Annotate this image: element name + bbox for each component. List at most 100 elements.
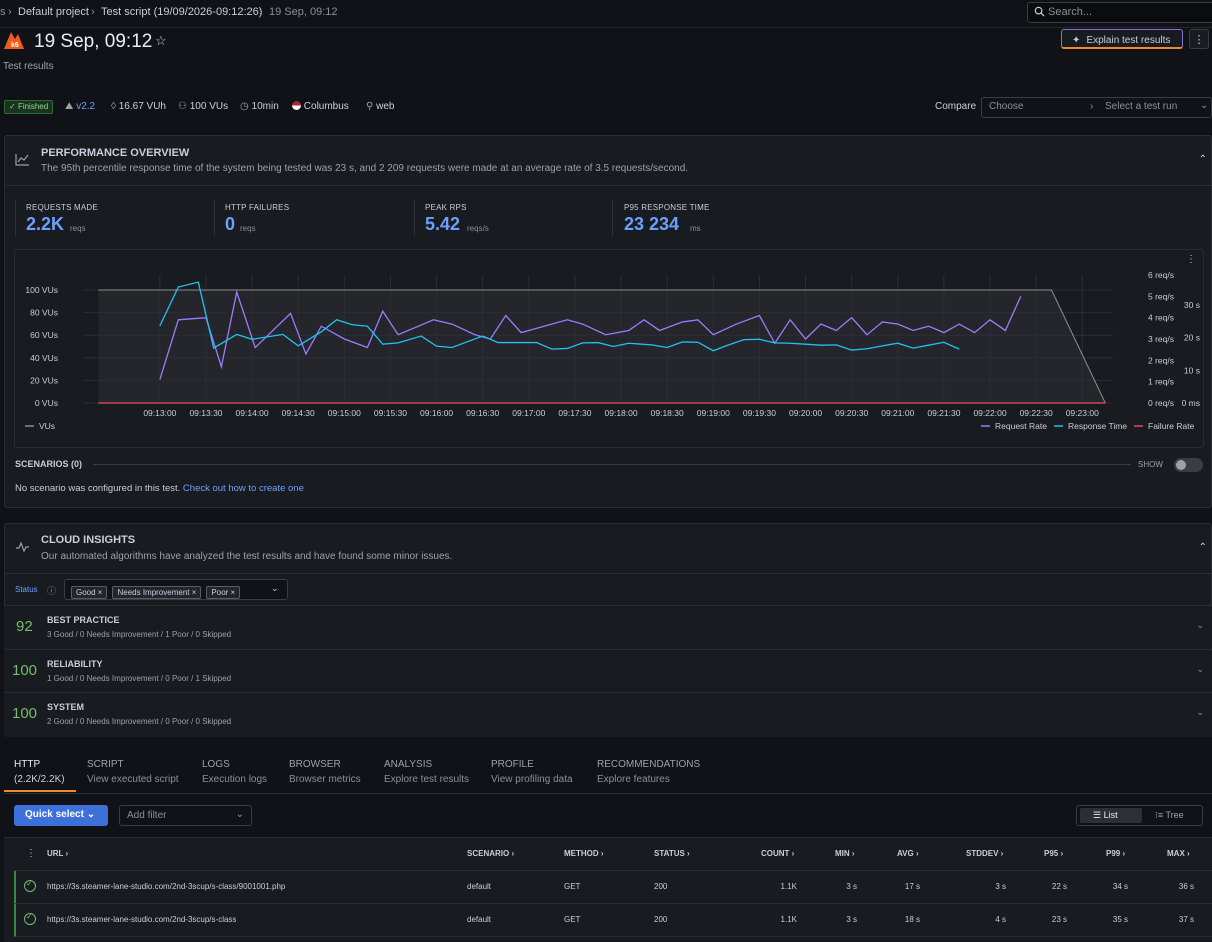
y-left-tick-label: 60 VUs — [30, 330, 58, 340]
breadcrumb-root[interactable]: s — [0, 6, 6, 18]
vuh-item: ◊ 16.67 VUh — [111, 101, 166, 112]
filter-tag-good[interactable]: Good × — [71, 586, 108, 599]
insight-category-system[interactable]: 100 SYSTEM 2 Good / 0 Needs Improvement … — [4, 692, 1212, 737]
version-item[interactable]: ⛰ v2.2 — [65, 101, 95, 112]
compare-choose-placeholder: Choose — [989, 101, 1024, 112]
table-row[interactable] — [14, 904, 1212, 937]
star-icon[interactable]: ☆ — [155, 33, 167, 48]
column-header-url[interactable]: URL › — [47, 849, 69, 858]
table-row[interactable] — [14, 871, 1212, 904]
scenarios-toggle[interactable] — [1174, 458, 1203, 472]
cell-min: 3 s — [846, 882, 857, 891]
tab-analysis-title[interactable]: ANALYSIS — [384, 759, 433, 770]
x-tick-label: 09:13:30 — [189, 408, 222, 418]
column-header-status[interactable]: STATUS › — [654, 849, 690, 858]
compare-label: Compare — [935, 101, 977, 112]
search-icon — [1034, 6, 1045, 17]
chart-menu-icon[interactable]: ⋮ — [1186, 254, 1196, 265]
y-rps-tick-label: 6 req/s — [1148, 270, 1174, 280]
tab-script-title[interactable]: SCRIPT — [87, 759, 124, 770]
status-filter-select[interactable]: Good × Needs Improvement × Poor × ⌄ — [64, 579, 288, 600]
stat-requests-value: 2.2K — [26, 214, 65, 234]
tab-recommendations-title[interactable]: RECOMMENDATIONS — [597, 759, 701, 770]
tab-http-title[interactable]: HTTP — [14, 759, 41, 770]
cell-status: 200 — [654, 882, 668, 891]
vuh-label: 16.67 VUh — [118, 101, 166, 112]
more-vertical-icon: ⋮ — [1193, 34, 1205, 46]
cell-count: 1.1K — [780, 882, 797, 891]
duration-label: 10min — [251, 101, 279, 112]
info-icon[interactable]: ⓘ — [47, 586, 57, 596]
filter-tag-needs-improvement[interactable]: Needs Improvement × — [112, 586, 202, 599]
cell-stddev: 4 s — [995, 915, 1006, 924]
y-rt-tick-label: 0 ms — [1182, 398, 1200, 408]
line-chart-icon — [15, 154, 29, 166]
insight-category-best-practice[interactable]: 92 BEST PRACTICE 3 Good / 0 Needs Improv… — [4, 605, 1212, 648]
x-tick-label: 09:21:00 — [881, 408, 914, 418]
header-label: P99 — [1106, 849, 1121, 858]
legend-label-vus: VUs — [39, 421, 55, 431]
column-header-max[interactable]: MAX › — [1167, 849, 1190, 858]
column-header-count[interactable]: COUNT › — [761, 849, 795, 858]
quick-select-button[interactable]: Quick select ⌄ — [14, 805, 108, 826]
cell-scenario: default — [467, 915, 492, 924]
column-header-scenario[interactable]: SCENARIO › — [467, 849, 515, 858]
category-summary: 3 Good / 0 Needs Improvement / 1 Poor / … — [47, 630, 232, 639]
user-icon: ⚲ — [366, 101, 377, 112]
y-rps-tick-label: 5 req/s — [1148, 291, 1174, 301]
compare-select[interactable]: Choose › Select a test run ⌄ — [981, 97, 1212, 118]
scenarios-help-link[interactable]: Check out how to create one — [182, 483, 304, 494]
users-icon: ⚇ — [178, 101, 190, 112]
view-tree-button[interactable]: ⁝≡ Tree — [1155, 810, 1184, 821]
duration-item: ◷ 10min — [240, 101, 279, 112]
tabs-divider — [4, 793, 1212, 794]
us-flag-icon — [292, 101, 301, 110]
column-header-p95[interactable]: P95 › — [1044, 849, 1064, 858]
column-header-p99[interactable]: P99 › — [1106, 849, 1126, 858]
category-title: SYSTEM — [47, 702, 85, 712]
x-tick-label: 09:18:00 — [605, 408, 638, 418]
tab-logs-sub[interactable]: Execution logs — [202, 774, 268, 785]
tab-recommendations-sub[interactable]: Explore features — [597, 774, 670, 785]
legend-label: Response Time — [1068, 421, 1127, 431]
more-menu-button[interactable]: ⋮ — [1189, 29, 1209, 49]
tab-script-sub[interactable]: View executed script — [87, 774, 179, 785]
collapse-chevron-up-icon[interactable]: ⌃ — [1198, 542, 1207, 553]
column-header-avg[interactable]: AVG › — [897, 849, 919, 858]
cell-url[interactable]: https://3s.steamer-lane-studio.com/2nd-3… — [47, 882, 286, 891]
add-filter-input[interactable]: Add filter ⌄ — [119, 805, 252, 826]
header-label: URL — [47, 849, 64, 858]
tab-analysis-sub[interactable]: Explore test results — [384, 774, 470, 785]
y-rt-tick-label: 10 s — [1184, 365, 1200, 375]
x-tick-label: 09:15:00 — [328, 408, 361, 418]
stat-requests-unit: reqs — [70, 224, 86, 233]
explain-results-button[interactable]: ✦ Explain test results — [1061, 29, 1183, 49]
collapse-chevron-up-icon[interactable]: ⌃ — [1198, 154, 1207, 165]
column-header-stddev[interactable]: STDDEV › — [966, 849, 1004, 858]
legend-label: Failure Rate — [1148, 421, 1195, 431]
insight-category-reliability[interactable]: 100 RELIABILITY 1 Good / 0 Needs Improve… — [4, 649, 1212, 692]
breadcrumb-project[interactable]: Default project — [18, 6, 89, 18]
cell-status: 200 — [654, 915, 668, 924]
divider — [5, 573, 1211, 574]
column-menu-icon[interactable]: ⋮ — [26, 848, 36, 859]
column-header-min[interactable]: MIN › — [835, 849, 855, 858]
tab-http-sub[interactable]: (2.2K/2.2K) — [14, 774, 65, 785]
k6-version-icon: ⛰ — [65, 101, 77, 112]
tab-logs-title[interactable]: LOGS — [202, 759, 230, 770]
filter-tag-poor[interactable]: Poor × — [206, 586, 241, 599]
vus-item: ⚇ 100 VUs — [178, 101, 228, 112]
tab-browser-title[interactable]: BROWSER — [289, 759, 341, 770]
x-tick-label: 09:20:00 — [789, 408, 822, 418]
tab-browser-sub[interactable]: Browser metrics — [289, 774, 361, 785]
tab-profile-title[interactable]: PROFILE — [491, 759, 534, 770]
breadcrumb-script[interactable]: Test script (19/09/2026-09:12:26) — [101, 6, 263, 18]
search-input[interactable]: Search... — [1027, 2, 1212, 23]
column-header-method[interactable]: METHOD › — [564, 849, 604, 858]
cell-url[interactable]: https://3s.steamer-lane-studio.com/2nd-3… — [47, 915, 237, 924]
cell-avg: 17 s — [904, 882, 920, 891]
page-subtitle: Test results — [3, 61, 54, 72]
tab-profile-sub[interactable]: View profiling data — [491, 774, 573, 785]
header-label: P95 — [1044, 849, 1059, 858]
view-list-button[interactable]: ☰ List — [1080, 808, 1142, 823]
